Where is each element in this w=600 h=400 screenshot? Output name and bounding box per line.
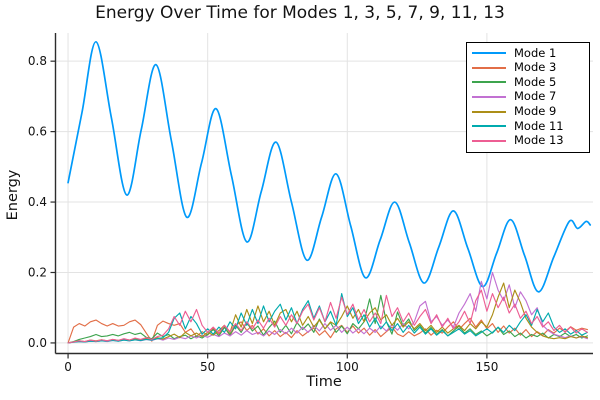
legend-label: Mode 7 (514, 89, 557, 104)
legend-label: Mode 3 (514, 60, 557, 75)
legend-line-swatch (472, 81, 506, 84)
legend-label: Mode 11 (514, 118, 564, 133)
legend-line-swatch (472, 139, 506, 142)
x-tick-label: 100 (336, 360, 359, 374)
x-axis-label: Time (306, 374, 342, 390)
chart-title: Energy Over Time for Modes 1, 3, 5, 7, 9… (95, 3, 505, 23)
legend: Mode 1 Mode 3 Mode 5 Mode 7 Mode 9 Mode 11 Mod… (466, 42, 590, 154)
legend-line-swatch (472, 66, 506, 69)
legend-item-mode-5: Mode 5 (472, 75, 585, 90)
legend-item-mode-3: Mode 3 (472, 61, 585, 76)
y-tick-label: 0.2 (28, 265, 47, 279)
legend-item-mode-9: Mode 9 (472, 104, 585, 119)
series-line-mode-11 (67, 293, 588, 344)
series-line-mode-1 (67, 40, 592, 293)
y-tick-label: 0.4 (28, 195, 47, 209)
legend-label: Mode 5 (514, 74, 557, 89)
legend-item-mode-13: Mode 13 (472, 134, 585, 149)
legend-label: Mode 9 (514, 103, 557, 118)
x-tick-label: 50 (200, 360, 215, 374)
legend-label: Mode 1 (514, 45, 557, 60)
legend-item-mode-7: Mode 7 (472, 90, 585, 105)
x-tick-label: 0 (64, 360, 72, 374)
legend-item-mode-11: Mode 11 (472, 119, 585, 134)
legend-item-mode-1: Mode 1 (472, 46, 585, 61)
series-line-mode-5 (67, 294, 588, 344)
series-line-mode-13 (67, 289, 588, 344)
y-tick-label: 0.8 (28, 54, 47, 68)
legend-label: Mode 13 (514, 133, 564, 148)
legend-line-swatch (472, 96, 506, 99)
x-tick-label: 150 (475, 360, 498, 374)
legend-line-swatch (472, 52, 506, 55)
y-tick-label: 0.0 (28, 336, 47, 350)
legend-line-swatch (472, 125, 506, 128)
legend-line-swatch (472, 110, 506, 113)
y-tick-label: 0.6 (28, 125, 47, 139)
